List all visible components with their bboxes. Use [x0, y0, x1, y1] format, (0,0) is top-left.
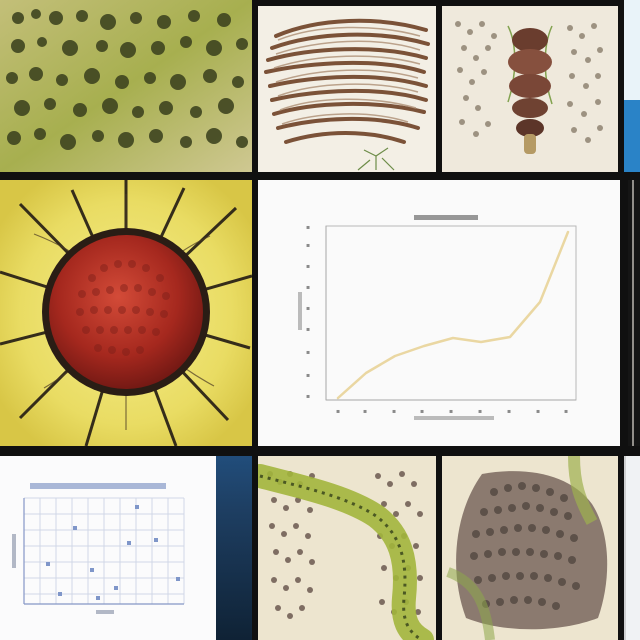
svg-text:▪: ▪	[507, 408, 511, 415]
svg-text:▪: ▪	[363, 408, 367, 415]
brown-fiber-art	[258, 6, 436, 172]
insect-specimen-panel	[442, 6, 618, 172]
svg-text:▪: ▪	[306, 224, 310, 231]
green-cell-texture-panel	[0, 0, 252, 172]
small-scatter-chart	[0, 456, 216, 640]
main-chart-line	[336, 230, 570, 400]
right-edge-dark-panel	[628, 180, 640, 446]
small-chart-xlabel-bar	[96, 610, 114, 614]
right-edge-dark-art	[628, 180, 640, 446]
right-edge-blue-art	[624, 0, 640, 172]
radial-specimen-panel	[0, 180, 252, 446]
green-cell-texture-art	[0, 0, 252, 172]
small-chart-tile	[0, 456, 252, 640]
svg-text:▪: ▪	[478, 408, 482, 415]
svg-text:▪: ▪	[420, 408, 424, 415]
svg-text:▪: ▪	[306, 326, 310, 333]
svg-text:▪: ▪	[392, 408, 396, 415]
main-chart-frame: ▪ ▪ ▪ ▪ ▪ ▪ ▪ ▪ ▪ ▪ ▪ ▪ ▪ ▪ ▪ ▪ ▪ ▪	[258, 180, 620, 446]
svg-text:▪: ▪	[306, 284, 310, 291]
main-chart-panel: ▪ ▪ ▪ ▪ ▪ ▪ ▪ ▪ ▪ ▪ ▪ ▪ ▪ ▪ ▪ ▪ ▪ ▪	[258, 180, 620, 446]
lower-right-organism-art	[442, 456, 618, 640]
small-chart-ylabel-bar	[12, 534, 16, 568]
main-chart-ylabel-bar	[298, 292, 302, 330]
main-line-chart: ▪ ▪ ▪ ▪ ▪ ▪ ▪ ▪ ▪ ▪ ▪ ▪ ▪ ▪ ▪ ▪ ▪ ▪	[258, 180, 620, 446]
svg-text:▪: ▪	[306, 305, 310, 312]
svg-text:▪: ▪	[306, 242, 310, 249]
insect-specimen-art	[442, 6, 618, 172]
small-chart-panel	[0, 456, 216, 640]
svg-text:▪: ▪	[306, 349, 310, 356]
svg-text:▪: ▪	[449, 408, 453, 415]
right-edge-blue-panel	[624, 0, 640, 172]
lower-left-organism-panel	[258, 456, 436, 640]
svg-text:▪: ▪	[536, 408, 540, 415]
main-chart-xlabel-bar	[414, 416, 494, 420]
radial-specimen-art	[0, 180, 252, 446]
svg-text:▪: ▪	[564, 408, 568, 415]
lower-right-edge-art	[624, 456, 640, 640]
brown-fiber-panel	[258, 6, 436, 172]
lower-right-organism-panel	[442, 456, 618, 640]
blue-side-strip	[216, 456, 252, 640]
main-chart-title-bar	[414, 215, 478, 220]
svg-text:▪: ▪	[306, 372, 310, 379]
lower-right-edge-panel	[624, 456, 640, 640]
svg-text:▪: ▪	[306, 393, 310, 400]
lower-left-organism-art	[258, 456, 436, 640]
svg-text:▪: ▪	[306, 263, 310, 270]
svg-text:▪: ▪	[336, 408, 340, 415]
small-chart-title-bar	[30, 483, 166, 489]
